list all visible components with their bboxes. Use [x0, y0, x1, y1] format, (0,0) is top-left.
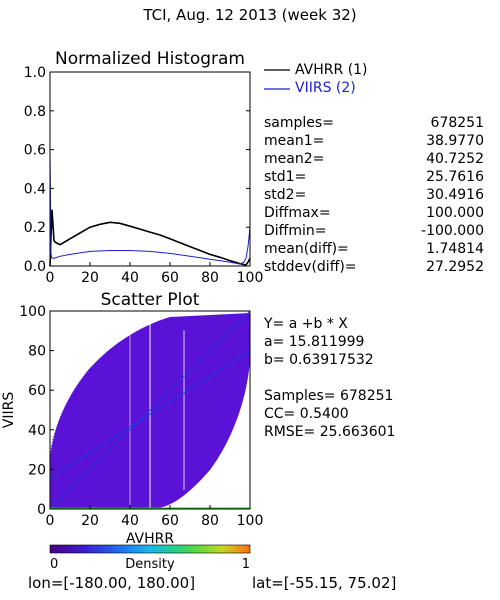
- scatter-x-tick-label: 80: [201, 513, 219, 529]
- histogram-x-tick-label: 60: [161, 270, 179, 286]
- stat-label-std2: std2=: [264, 187, 306, 203]
- stat-value-mean2: 40.7252: [426, 151, 484, 167]
- scatter-x-tick-label: 60: [161, 513, 179, 529]
- stat-value-std1: 25.7616: [426, 169, 484, 185]
- scatter-x-tick-label: 20: [81, 513, 99, 529]
- scatter-y-tick-label: 100: [19, 304, 46, 320]
- figure-title: TCI, Aug. 12 2013 (week 32): [142, 6, 356, 24]
- scatter-y-tick-label: 60: [28, 383, 46, 399]
- scatter-one-to-one-line: [50, 311, 250, 509]
- stat-label-std1: std1=: [264, 169, 306, 185]
- stat-label-mean-diff: mean(diff)=: [264, 241, 349, 257]
- scatter-fit-line: [50, 350, 250, 479]
- stat-value-diffmax: 100.000: [426, 205, 484, 221]
- scatter-x-ticks: 0 20 40 60 80 100: [46, 505, 264, 529]
- statistics-table: samples= 678251 mean1= 38.9770 mean2= 40…: [264, 115, 484, 275]
- histogram-y-ticks: 0.0 0.2 0.4 0.6 0.8 1.0: [24, 65, 250, 275]
- scatter-y-label: VIIRS: [1, 392, 17, 429]
- histogram-x-tick-label: 40: [121, 270, 139, 286]
- histogram-y-tick-label: 0.8: [24, 104, 46, 120]
- stat-value-samples: 678251: [431, 115, 484, 131]
- stat-label-mean2: mean2=: [264, 151, 324, 167]
- stat-value-mean-diff: 1.74814: [426, 241, 484, 257]
- stat-value-diffmin: -100.000: [421, 223, 484, 239]
- colorbar-max-label: 1: [242, 557, 250, 572]
- histogram-y-tick-label: 0.2: [24, 220, 46, 236]
- histogram-y-tick-label: 0.4: [24, 181, 46, 197]
- scatter-title: Scatter Plot: [101, 290, 200, 310]
- histogram-y-tick-label: 1.0: [24, 65, 46, 81]
- legend-viirs-label: VIIRS (2): [295, 80, 356, 96]
- stat-value-std2: 30.4916: [426, 187, 484, 203]
- histogram-legend: AVHRR (1) VIIRS (2): [264, 62, 368, 96]
- scatter-x-label: AVHRR: [126, 531, 175, 547]
- fit-a-value: a= 15.811999: [264, 334, 364, 350]
- histogram-y-tick-label: 0.0: [24, 259, 46, 275]
- colorbar-label: Density: [125, 557, 175, 572]
- histogram-title: Normalized Histogram: [55, 49, 245, 69]
- scatter-x-tick-label: 100: [237, 513, 264, 529]
- histogram-x-tick-label: 100: [237, 270, 264, 286]
- scatter-y-tick-label: 20: [28, 462, 46, 478]
- fit-cc: CC= 0.5400: [264, 406, 349, 422]
- scatter-y-ticks: 0 20 40 60 80 100: [19, 304, 54, 518]
- histogram-y-tick-label: 0.6: [24, 143, 46, 159]
- density-colorbar: [49, 544, 251, 554]
- histogram-x-tick-label: 0: [46, 270, 55, 286]
- fit-statistics: Y= a +b * X a= 15.811999 b= 0.63917532 S…: [263, 316, 395, 440]
- fit-b-value: b= 0.63917532: [264, 352, 374, 368]
- colorbar-min-label: 0: [50, 557, 58, 572]
- footer-lat-range: lat=[-55.15, 75.02]: [252, 574, 396, 592]
- fit-rmse: RMSE= 25.663601: [264, 424, 395, 440]
- legend-avhrr-label: AVHRR (1): [295, 62, 368, 78]
- footer-lon-range: lon=[-180.00, 180.00]: [28, 574, 195, 592]
- scatter-y-tick-label: 0: [37, 502, 46, 518]
- stat-label-diffmax: Diffmax=: [264, 205, 331, 221]
- scatter-frame: [49, 310, 251, 510]
- scatter-x-tick-label: 40: [121, 513, 139, 529]
- scatter-plot-area: [50, 311, 250, 509]
- histogram-x-tick-label: 80: [201, 270, 219, 286]
- fit-equation: Y= a +b * X: [263, 316, 348, 332]
- stat-value-mean1: 38.9770: [426, 133, 484, 149]
- histogram-x-tick-label: 20: [81, 270, 99, 286]
- stat-value-stddev-diff: 27.2952: [426, 259, 484, 275]
- fit-samples: Samples= 678251: [264, 388, 393, 404]
- histogram-frame: [49, 71, 251, 267]
- histogram-viirs-line: [49, 149, 251, 265]
- scatter-x-tick-label: 0: [46, 513, 55, 529]
- stat-label-stddev-diff: stddev(diff)=: [264, 259, 357, 275]
- stat-label-diffmin: Diffmin=: [264, 223, 326, 239]
- histogram-avhrr-line: [49, 209, 251, 267]
- scatter-y-tick-label: 80: [28, 344, 46, 360]
- stat-label-samples: samples=: [264, 115, 334, 131]
- scatter-cloud-edge-noise: [50, 367, 94, 509]
- scatter-y-tick-label: 40: [28, 423, 46, 439]
- stat-label-mean1: mean1=: [264, 133, 324, 149]
